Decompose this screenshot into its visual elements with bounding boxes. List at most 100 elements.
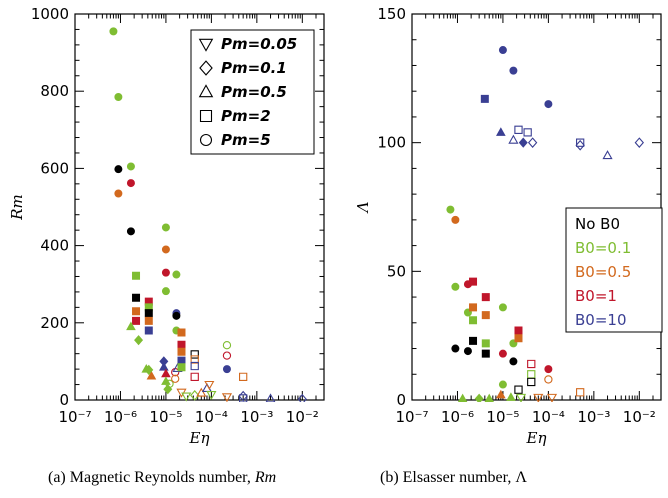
data-point [474,393,484,402]
x-tick-label: 10⁻⁶ [441,408,474,426]
plot-frame [411,13,662,401]
y-tick-label: 400 [40,237,69,255]
y-tick-label: 0 [396,391,406,409]
data-point [527,370,536,379]
panel-b: 10⁻⁷ 10⁻⁶ 10⁻⁵ 10⁻⁴ 10⁻³ 10⁻² 0 50 100 150 Eη Λ No B… [354,5,663,447]
data-point [544,365,553,374]
data-point [514,125,523,134]
data-point [484,393,494,402]
y-tick-label: 150 [377,5,406,23]
x-tick-label: 10⁻⁵ [149,408,182,426]
data-point [177,340,186,349]
legend-box [565,207,663,333]
data-point [172,270,181,279]
data-point [527,359,536,369]
data-point [463,347,472,356]
data-point [518,137,528,148]
data-point [523,128,532,137]
legend-marker [199,109,213,123]
legend-marker [199,60,213,76]
data-point [126,321,136,331]
legend-box [190,29,315,155]
data-point [221,393,233,402]
data-point [481,339,490,348]
x-tick-label: 10⁻⁵ [486,408,519,426]
x-tick-label: 10⁻³ [577,408,610,426]
data-point [514,334,523,343]
data-point [177,363,186,372]
x-axis-label: Eη [526,429,547,447]
data-point [190,361,199,371]
data-point [171,374,180,383]
data-point [509,357,518,366]
data-point [114,189,123,198]
data-point [469,336,478,345]
data-point [114,165,123,174]
panel-a: 10⁻⁷ 10⁻⁶ 10⁻⁵ 10⁻⁴ 10⁻³ 10⁻² 0 200 400 600 800 100… [8,5,325,447]
data-point [508,134,519,144]
data-point [172,311,181,320]
data-point [239,394,248,402]
data-point [159,362,169,371]
data-point [144,316,153,325]
x-tick-label: 10⁻² [623,408,656,426]
data-point [126,179,135,188]
legend-entry-label: Pm=0.05 [221,35,297,53]
data-point [132,307,141,316]
data-points [446,46,645,402]
data-point [469,316,478,325]
data-point [544,100,553,109]
data-points [109,27,308,402]
data-point [575,139,585,151]
legend-entry-label: B0=0.1 [575,239,631,257]
data-point [190,372,199,381]
data-point [190,350,199,359]
data-point [457,393,468,402]
figure: 10⁻⁷ 10⁻⁶ 10⁻⁵ 10⁻⁴ 10⁻³ 10⁻² 0 200 400 600 800 100… [8,5,663,447]
plot-frame [74,13,325,401]
legend-entry-label: Pm=2 [221,107,271,125]
data-point [134,335,144,346]
x-tick-label: 10⁻⁴ [195,408,228,426]
legend-marker [198,38,214,52]
data-point [132,316,141,325]
data-point [496,127,506,136]
data-point [469,277,478,286]
x-tick-label: 10⁻⁶ [104,408,137,426]
legend-entry-label: Pm=5 [221,131,271,149]
data-point [206,390,217,401]
data-point [514,385,523,394]
data-point [481,349,490,358]
data-point [451,344,460,353]
data-point [297,393,308,402]
data-point [239,372,248,381]
data-point [126,162,135,171]
y-axis-label: Λ [354,201,372,214]
y-tick-label: 1000 [31,5,69,23]
legend-entry-label: Pm=0.1 [221,59,287,77]
data-point [527,137,538,148]
data-point [265,393,276,402]
legend-marker [199,133,213,147]
legend-marker [198,84,214,98]
data-point [446,205,455,214]
data-point [132,271,141,280]
data-point [222,341,232,350]
y-tick-label: 600 [40,159,69,177]
data-point [602,150,613,160]
data-point [161,287,170,296]
data-point [190,390,200,401]
caption-b: (b) Elsasser number, Λ [380,469,527,486]
data-point [144,309,153,318]
data-point [533,393,544,402]
y-tick-label: 100 [377,134,406,152]
data-point [480,94,489,103]
data-point [498,349,507,358]
y-tick-label: 50 [387,262,406,280]
data-point [546,393,558,402]
data-point [481,293,490,302]
data-point [109,27,118,36]
data-point [506,392,516,401]
data-point [144,364,154,375]
data-point [177,328,186,337]
